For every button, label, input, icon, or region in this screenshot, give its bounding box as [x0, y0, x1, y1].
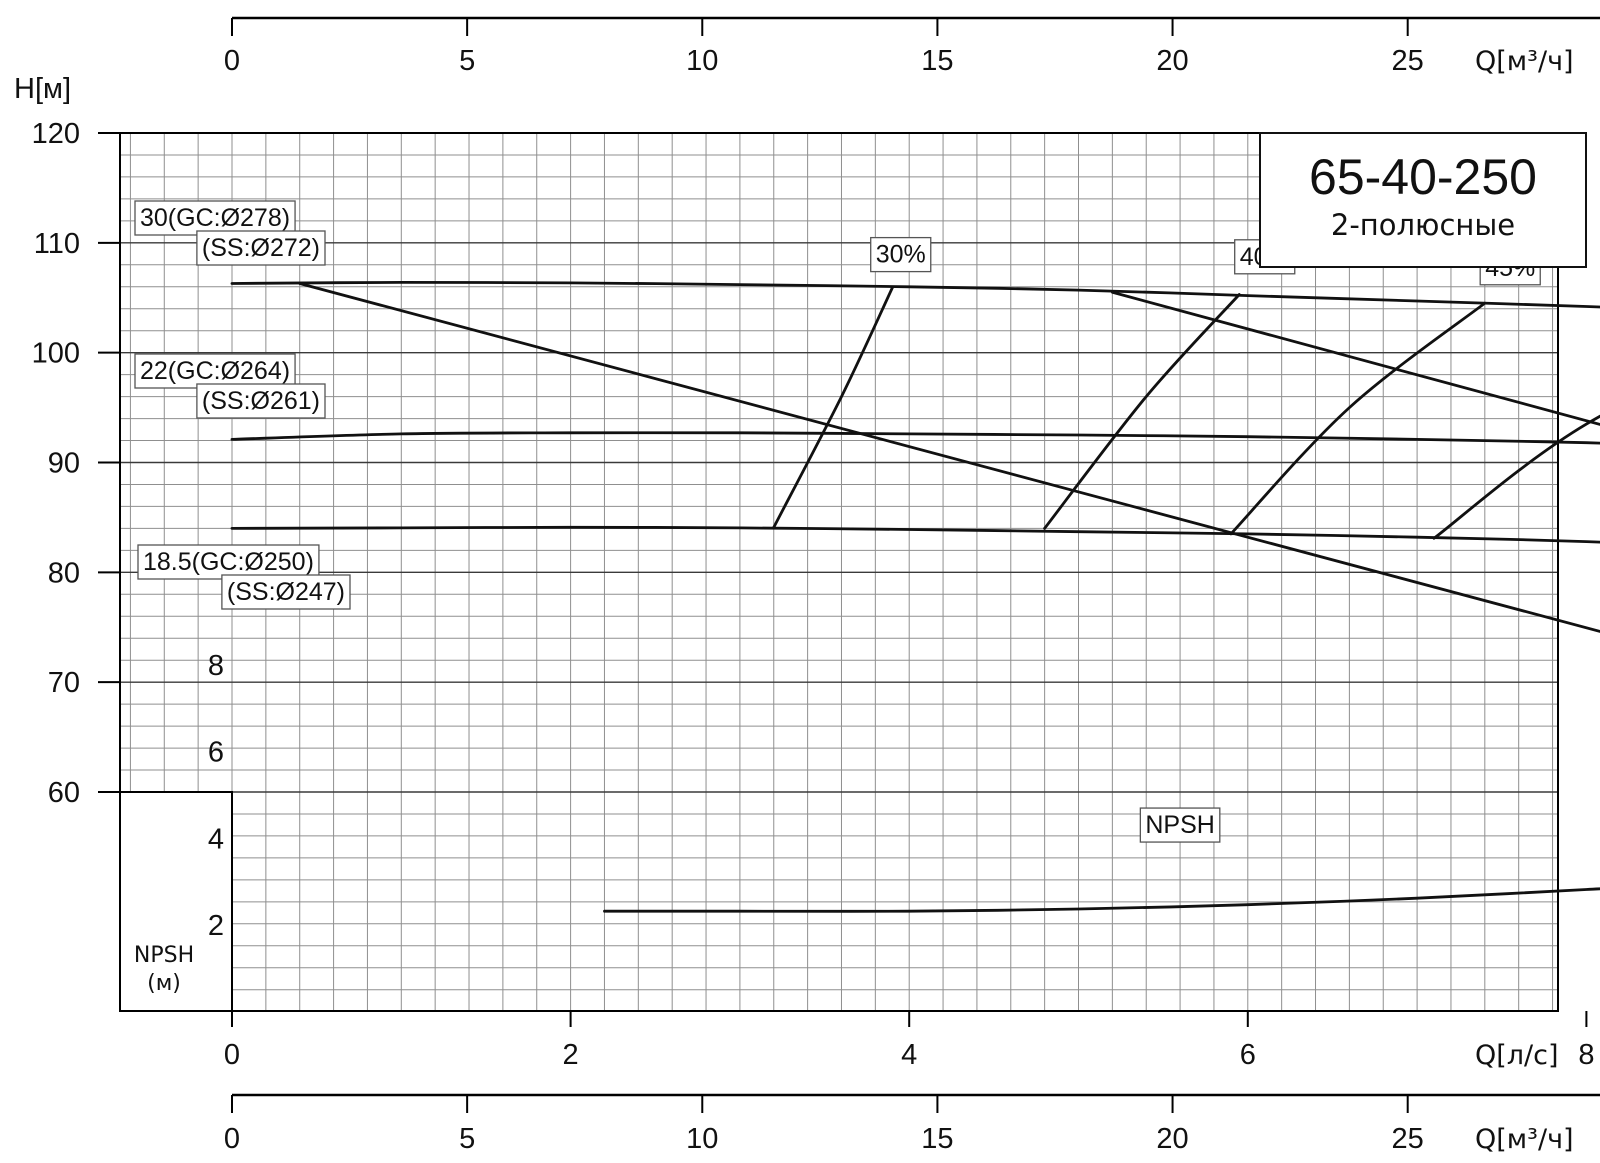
x-m3h-bottom-tick-label: 25: [1392, 1123, 1424, 1155]
x-ls-axis-label: Q[л/с]: [1475, 1040, 1559, 1071]
impeller-sublabel-3-box: [221, 574, 351, 610]
x-ls-tick-label: 8: [1578, 1039, 1594, 1071]
x-ls-tick-label: 0: [224, 1039, 240, 1071]
x-m3h-top-tick-label: 20: [1156, 45, 1188, 77]
x-m3h-top-axis-label: Q[м³/ч]: [1475, 46, 1574, 77]
impeller-label-1-text: 30(GC:Ø278): [140, 204, 290, 232]
y-tick-label: 120: [32, 118, 80, 150]
efficiency-curve-4: [1432, 414, 1600, 540]
head-curve-series-1: [230, 280, 1600, 309]
y-tick-label: 60: [48, 777, 80, 809]
efficiency-label-1: 30%: [870, 236, 932, 273]
npsh-tick-label: 4: [208, 823, 224, 855]
npsh-curve-label-text: NPSH: [1145, 811, 1214, 839]
efficiency-label-1-box: [870, 236, 932, 273]
x-m3h-bottom-tick-label: 5: [459, 1123, 475, 1155]
y-tick-label: 70: [48, 667, 80, 699]
title-box: 65-40-250 2-полюсные: [1259, 132, 1587, 268]
impeller-sublabel-1-text: (SS:Ø272): [202, 234, 320, 262]
impeller-sublabel-2-box: [196, 383, 326, 419]
impeller-label-1: 30(GC:Ø278): [134, 200, 296, 236]
npsh-axis-unit: (м): [147, 971, 181, 996]
head-curve-series-2: [230, 431, 1600, 445]
efficiency-curve-1: [772, 286, 894, 529]
x-ls-tick-label: 2: [563, 1039, 579, 1071]
x-m3h-top-tick-label: 15: [921, 45, 953, 77]
efficiency-curve-2: [1043, 293, 1241, 530]
x-m3h-top-tick-label: 0: [224, 45, 240, 77]
npsh-curve-label-box: [1139, 807, 1221, 843]
chart-title: 65-40-250: [1309, 149, 1537, 205]
x-m3h-bottom-tick-label: 0: [224, 1123, 240, 1155]
head-curve-series-3: [230, 525, 1600, 544]
x-m3h-bottom-tick-label: 10: [686, 1123, 718, 1155]
curves: [230, 280, 1600, 913]
impeller-sublabel-1-box: [196, 230, 326, 266]
power-line-1: [298, 282, 1600, 633]
y-tick-label: 100: [32, 338, 80, 370]
npsh-panel: [119, 791, 233, 1012]
impeller-label-2: 22(GC:Ø264): [134, 353, 296, 389]
npsh-tick-label: 6: [208, 737, 224, 769]
efficiency-label-1-text: 30%: [876, 241, 926, 269]
axes: 60708090100110120H[м]2468NPSH(м)02468101…: [14, 16, 1600, 1155]
y-tick-label: 90: [48, 448, 80, 480]
y-tick-label: 80: [48, 557, 80, 589]
impeller-sublabel-2: (SS:Ø261): [196, 383, 326, 419]
impeller-sublabel-2-text: (SS:Ø261): [202, 387, 320, 415]
impeller-label-3-text: 18.5(GC:Ø250): [143, 548, 314, 576]
y-axis-label: H[м]: [14, 73, 71, 105]
power-line-2: [1110, 290, 1600, 426]
chart-subtitle: 2-полюсные: [1331, 208, 1515, 242]
x-m3h-top-tick-label: 25: [1392, 45, 1424, 77]
x-m3h-top-tick-label: 5: [459, 45, 475, 77]
x-m3h-bottom-tick-label: 15: [921, 1123, 953, 1155]
impeller-label-2-text: 22(GC:Ø264): [140, 357, 290, 385]
y-tick-label: 110: [34, 228, 80, 260]
npsh-tick-label: 2: [208, 910, 224, 942]
x-m3h-bottom-tick-label: 20: [1156, 1123, 1188, 1155]
efficiency-curve-3: [1229, 301, 1487, 536]
impeller-label-2-box: [134, 353, 296, 389]
npsh-axis-label: NPSH: [134, 943, 194, 968]
npsh-curve-label: NPSH: [1139, 807, 1221, 843]
impeller-sublabel-3-text: (SS:Ø247): [227, 578, 345, 606]
impeller-sublabel-1: (SS:Ø272): [196, 230, 326, 266]
impeller-label-3: 18.5(GC:Ø250): [137, 544, 320, 580]
impeller-sublabel-3: (SS:Ø247): [221, 574, 351, 610]
x-m3h-top-tick-label: 10: [686, 45, 718, 77]
npsh-curve: [603, 887, 1600, 913]
x-ls-tick-label: 6: [1240, 1039, 1256, 1071]
x-ls-tick-label: 4: [901, 1039, 917, 1071]
x-m3h-bottom-axis-label: Q[м³/ч]: [1475, 1124, 1574, 1155]
npsh-tick-label: 8: [208, 650, 224, 682]
